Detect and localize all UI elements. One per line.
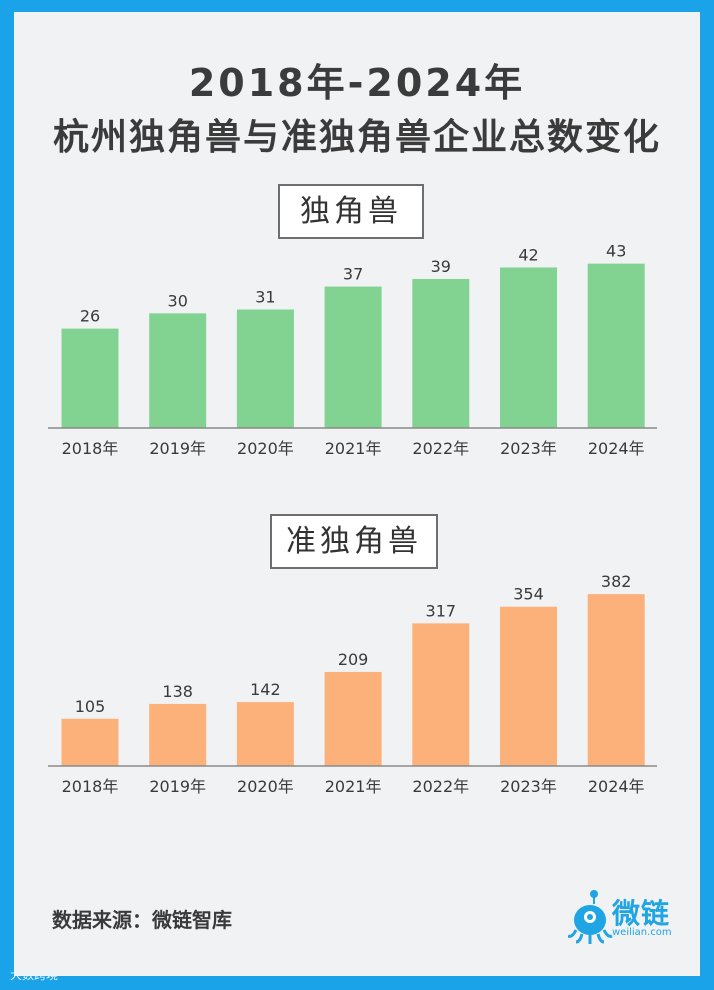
- quasi-bar-5: [500, 606, 557, 766]
- quasi-bar-2: [236, 702, 294, 766]
- data-source: 数据来源：微链智库: [52, 908, 232, 932]
- quasi-category-label-1: 2019年: [149, 777, 206, 796]
- quasi-value-label-4: 317: [426, 601, 457, 620]
- unicorn-bar-5: [500, 267, 557, 428]
- quasi-category-label-2: 2020年: [237, 777, 294, 796]
- quasi-category-label-5: 2023年: [500, 777, 557, 796]
- unicorn-bar-0: [61, 328, 119, 428]
- quasi-value-label-3: 209: [338, 650, 369, 669]
- quasi-bar-3: [324, 671, 382, 766]
- quasi-value-label-0: 105: [75, 697, 106, 716]
- quasi-value-label-6: 382: [601, 572, 632, 591]
- infographic-card: [14, 12, 700, 976]
- unicorn-bar-4: [412, 278, 470, 428]
- unicorn-chart-title: 独角兽: [278, 184, 424, 239]
- quasi-bar-0: [61, 718, 119, 766]
- quasi-bar-1: [149, 703, 207, 766]
- unicorn-category-label-4: 2022年: [412, 439, 469, 458]
- unicorn-bar-1: [149, 313, 207, 428]
- unicorn-value-label-2: 31: [255, 288, 275, 307]
- unicorn-value-label-3: 37: [343, 265, 363, 284]
- quasi-value-label-2: 142: [250, 680, 281, 699]
- unicorn-category-label-2: 2020年: [237, 439, 294, 458]
- quasi-category-label-3: 2021年: [325, 777, 382, 796]
- unicorn-value-label-6: 43: [606, 242, 626, 261]
- unicorn-category-label-6: 2024年: [588, 439, 645, 458]
- watermark: 大数跨境: [10, 968, 59, 982]
- quasi-category-label-6: 2024年: [588, 777, 645, 796]
- quasi-unicorn-chart-title: 准独角兽: [270, 514, 438, 569]
- quasi-value-label-5: 354: [513, 585, 544, 604]
- unicorn-value-label-0: 26: [80, 307, 100, 326]
- unicorn-category-label-1: 2019年: [149, 439, 206, 458]
- unicorn-category-label-3: 2021年: [325, 439, 382, 458]
- title-line-2: 杭州独角兽与准独角兽企业总数变化: [52, 117, 661, 158]
- unicorn-category-label-5: 2023年: [500, 439, 557, 458]
- quasi-bar-4: [412, 623, 470, 766]
- unicorn-value-label-1: 30: [168, 291, 188, 310]
- weilian-mascot-icon: [568, 890, 613, 944]
- unicorn-value-label-5: 42: [518, 245, 538, 264]
- quasi-category-label-0: 2018年: [62, 777, 119, 796]
- unicorn-value-label-4: 39: [431, 257, 451, 276]
- brand-url: weilian.com: [612, 927, 672, 938]
- title-line-1: 2018年-2024年: [188, 61, 526, 105]
- unicorn-bar-6: [587, 263, 645, 428]
- quasi-value-label-1: 138: [162, 682, 193, 701]
- brand-name: 微链: [612, 897, 671, 930]
- quasi-category-label-4: 2022年: [412, 777, 469, 796]
- unicorn-bar-3: [324, 286, 382, 428]
- unicorn-bar-2: [236, 309, 294, 428]
- unicorn-category-label-0: 2018年: [62, 439, 119, 458]
- quasi-bar-6: [587, 594, 645, 766]
